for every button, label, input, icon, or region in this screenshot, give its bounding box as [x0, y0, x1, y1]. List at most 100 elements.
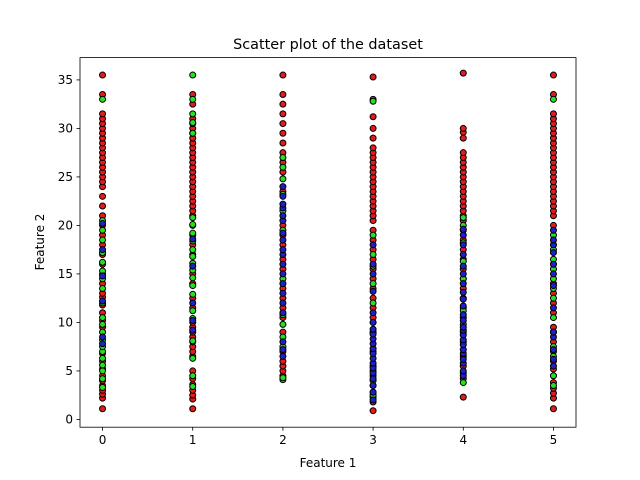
scatter-point-red — [99, 192, 107, 200]
scatter-point-blue — [279, 270, 287, 278]
chart-title: Scatter plot of the dataset — [233, 37, 423, 53]
scatter-point-green — [189, 274, 197, 282]
scatter-point-green — [189, 220, 197, 228]
scatter-point-blue — [369, 309, 377, 317]
scatter-point-green — [369, 280, 377, 288]
x-tick-label: 2 — [279, 433, 287, 447]
scatter-point-green — [369, 299, 377, 307]
scatter-point-red — [369, 124, 377, 132]
scatter-point-blue — [369, 287, 377, 295]
scatter-point-blue — [279, 183, 287, 191]
scatter-point-green — [549, 95, 557, 103]
scatter-point-blue — [549, 282, 557, 290]
scatter-point-red — [459, 393, 467, 401]
scatter-point-red — [369, 407, 377, 415]
scatter-point-red — [459, 134, 467, 142]
scatter-point-green — [459, 214, 467, 222]
scatter-point-green — [189, 71, 197, 79]
scatter-point-red — [549, 71, 557, 79]
scatter-point-green — [189, 214, 197, 222]
scatter-point-green — [99, 367, 107, 375]
y-axis-label: Feature 2 — [33, 214, 47, 271]
scatter-point-red — [279, 120, 287, 128]
scatter-point-blue — [369, 325, 377, 333]
scatter-point-green — [189, 337, 197, 345]
scatter-point-blue — [549, 236, 557, 244]
scatter-point-blue — [549, 270, 557, 278]
scatter-point-green — [549, 372, 557, 380]
scatter-point-blue — [459, 225, 467, 233]
scatter-point-green — [99, 314, 107, 322]
scatter-point-blue — [549, 328, 557, 336]
scatter-point-blue — [369, 388, 377, 396]
y-axis-ticks: 0 5 10 15 20 25 30 35 — [58, 73, 80, 427]
scatter-point-blue — [279, 246, 287, 254]
scatter-point-blue — [459, 323, 467, 331]
scatter-point-green — [99, 383, 107, 391]
scatter-point-green — [189, 119, 197, 127]
scatter-point-blue — [279, 260, 287, 268]
scatter-point-green — [99, 354, 107, 362]
x-tick-label: 4 — [459, 433, 467, 447]
scatter-point-blue — [189, 326, 197, 334]
scatter-point-blue — [189, 299, 197, 307]
y-tick-label: 15 — [58, 267, 73, 281]
scatter-point-blue — [369, 381, 377, 389]
scatter-point-green — [189, 252, 197, 260]
scatter-point-green — [189, 354, 197, 362]
scatter-point-red — [369, 134, 377, 142]
scatter-point-red — [549, 405, 557, 413]
scatter-point-blue — [279, 309, 287, 317]
scatter-point-blue — [99, 219, 107, 227]
scatter-point-blue — [99, 246, 107, 254]
scatter-point-red — [459, 149, 467, 157]
scatter-point-blue — [369, 375, 377, 383]
scatter-point-red — [279, 100, 287, 108]
scatter-point-blue — [279, 192, 287, 200]
scatter-point-blue — [99, 333, 107, 341]
scatter-point-green — [279, 154, 287, 162]
scatter-point-green — [369, 97, 377, 105]
scatter-point-blue — [369, 318, 377, 326]
scatter-point-blue — [279, 338, 287, 346]
x-tick-label: 5 — [550, 433, 558, 447]
scatter-point-green — [279, 374, 287, 382]
scatter-point-blue — [549, 226, 557, 234]
scatter-point-green — [99, 361, 107, 369]
y-tick-label: 35 — [58, 73, 73, 87]
scatter-point-green — [189, 382, 197, 390]
scatter-point-blue — [459, 367, 467, 375]
scatter-point-blue — [99, 272, 107, 280]
scatter-point-blue — [549, 249, 557, 257]
scatter-point-green — [189, 372, 197, 380]
scatter-point-green — [369, 251, 377, 259]
scatter-point-blue — [99, 297, 107, 305]
scatter-point-red — [99, 405, 107, 413]
scatter-point-blue — [369, 396, 377, 404]
scatter-point-green — [459, 379, 467, 387]
scatter-point-red — [99, 202, 107, 210]
scatter-point-blue — [459, 251, 467, 259]
scatter-point-blue — [279, 212, 287, 220]
x-axis-ticks: 0 1 2 3 4 5 — [99, 427, 558, 447]
scatter-point-blue — [369, 260, 377, 268]
scatter-point-red — [279, 110, 287, 118]
scatter-point-blue — [279, 299, 287, 307]
scatter-point-red — [99, 110, 107, 118]
scatter-point-blue — [459, 231, 467, 239]
scatter-point-blue — [279, 236, 287, 244]
scatter-point-red — [99, 71, 107, 79]
scatter-point-blue — [279, 229, 287, 237]
x-tick-label: 0 — [99, 433, 107, 447]
scatter-point-blue — [279, 280, 287, 288]
y-tick-label: 5 — [65, 364, 73, 378]
scatter-point-red — [189, 405, 197, 413]
scatter-point-green — [189, 110, 197, 118]
scatter-point-red — [279, 90, 287, 98]
scatter-point-blue — [459, 288, 467, 296]
scatter-point-blue — [459, 295, 467, 303]
scatter-point-green — [189, 95, 197, 103]
scatter-point-blue — [279, 200, 287, 208]
scatter-point-green — [99, 284, 107, 292]
